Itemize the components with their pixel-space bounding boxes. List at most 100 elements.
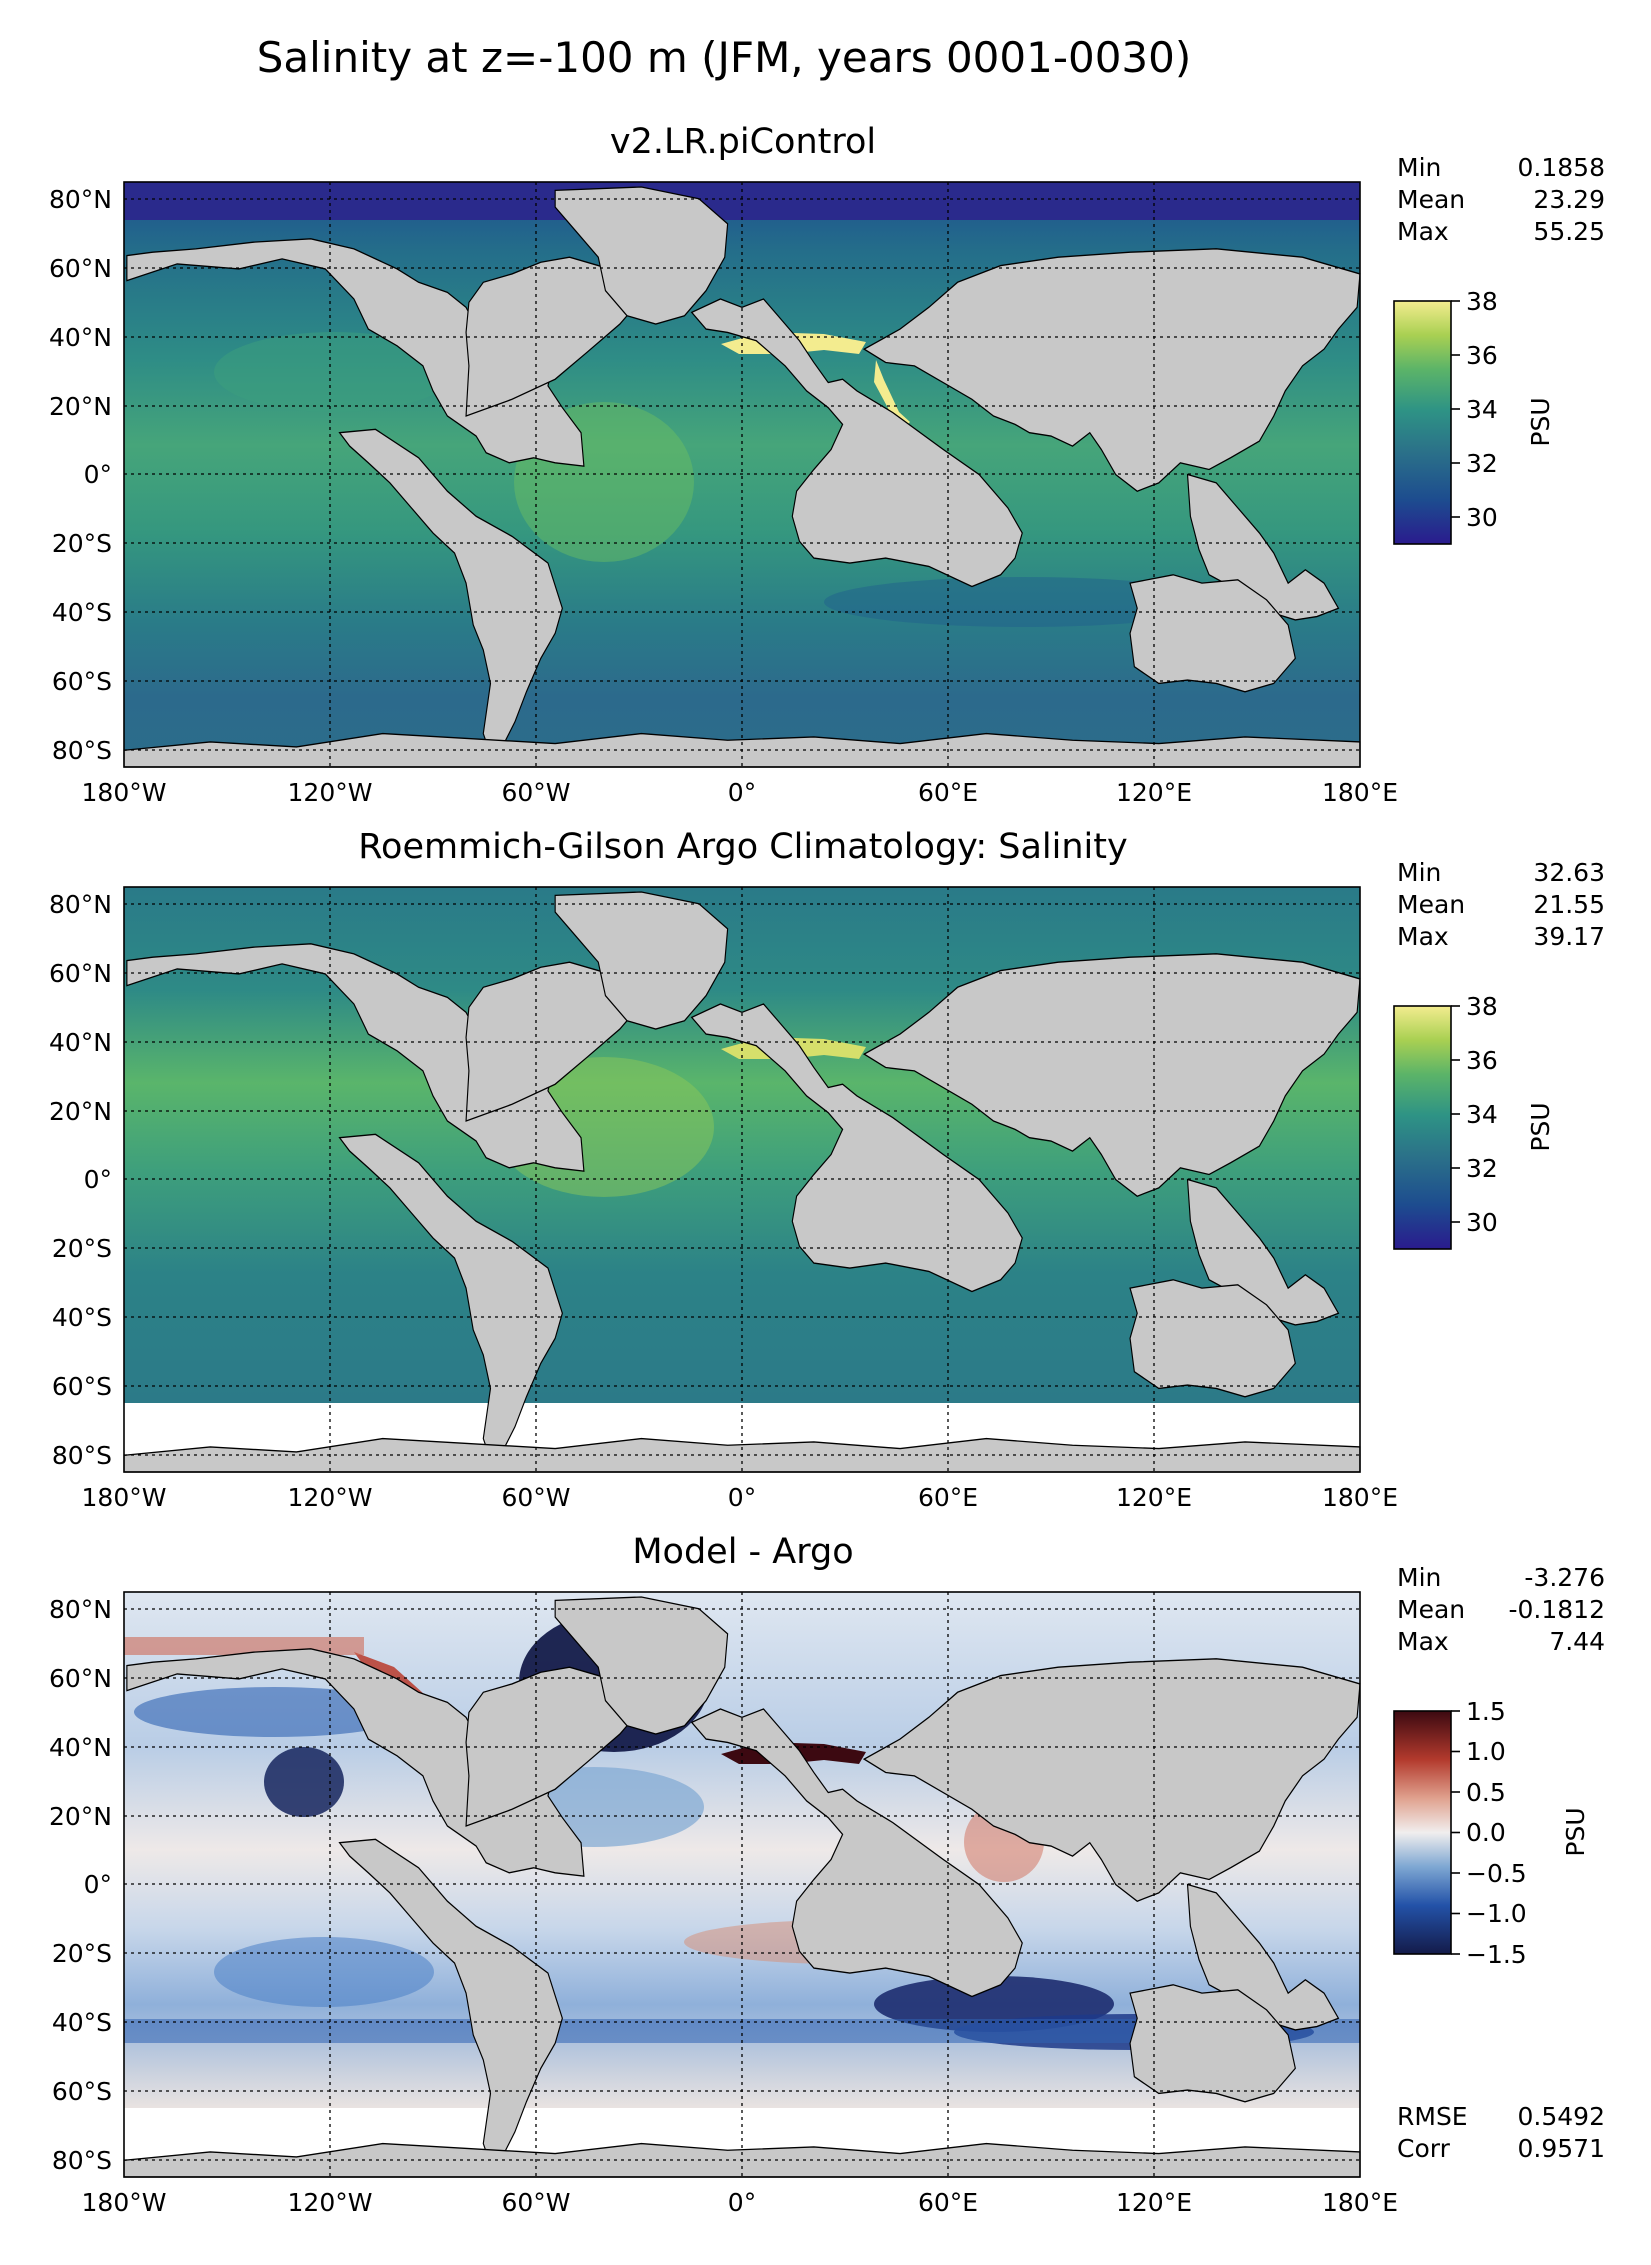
x-tick-label: 120°E (1116, 778, 1192, 807)
stat-value: 0.9571 (1518, 2134, 1605, 2163)
x-tick-label: 60°W (501, 778, 570, 807)
stat-value: 0.5492 (1518, 2102, 1605, 2131)
graticule-difference (124, 1592, 1360, 2177)
error-stats-difference: RMSE 0.5492 Corr 0.9571 (1397, 2102, 1605, 2163)
x-tick-label: 120°E (1116, 1483, 1192, 1512)
y-tick-label: 60°N (49, 254, 112, 283)
panel-title-difference: Model - Argo (632, 1532, 853, 1572)
y-tick-label: 80°N (49, 890, 112, 919)
x-tick-label: 180°E (1322, 778, 1398, 807)
y-tick-label: 40°S (52, 1303, 112, 1332)
stat-value: 23.29 (1533, 185, 1605, 214)
x-tick-label: 0° (728, 2188, 756, 2217)
y-tick-label: 80°S (52, 2146, 112, 2175)
y-tick-label: 60°N (49, 959, 112, 988)
colorbar-difference: 1.5 1.0 0.5 0.0 −0.5 −1.0 −1.5 PSU (1393, 1697, 1590, 1969)
colorbar-tick: 36 (1466, 1046, 1498, 1075)
y-tick-label: 0° (84, 460, 112, 489)
y-tick-label: 60°N (49, 1664, 112, 1693)
colorbar-tick: 1.5 (1466, 1697, 1506, 1726)
stat-value: -0.1812 (1509, 1595, 1606, 1624)
panel-difference: Model - Argo (49, 1532, 1605, 2217)
y-tick-label: 80°N (49, 185, 112, 214)
y-tick-label: 80°S (52, 1441, 112, 1470)
colorbar-tick: 38 (1466, 992, 1498, 1021)
red-sea-high-salinity (874, 360, 910, 430)
y-tick-label: 20°S (52, 1939, 112, 1968)
stat-label: Corr (1397, 2134, 1451, 2163)
stat-label: Mean (1397, 890, 1465, 919)
y-tick-label: 60°S (52, 2077, 112, 2106)
x-tick-label: 60°W (501, 2188, 570, 2217)
stats-argo: Min 32.63 Mean 21.55 Max 39.17 (1397, 858, 1605, 951)
panel-title-argo: Roemmich-Gilson Argo Climatology: Salini… (358, 827, 1127, 867)
x-tick-label: 180°W (82, 1483, 167, 1512)
colorbar-label: PSU (1526, 1102, 1555, 1151)
stat-label: Mean (1397, 1595, 1465, 1624)
x-tick-label: 0° (728, 778, 756, 807)
graticule-argo (124, 887, 1360, 1472)
figure-title: Salinity at z=-100 m (JFM, years 0001-00… (257, 33, 1192, 82)
x-tick-label: 120°W (288, 1483, 373, 1512)
colorbar-argo: 38 36 34 32 30 PSU (1393, 992, 1555, 1250)
stat-label: Min (1397, 1563, 1441, 1592)
stat-value: 7.44 (1549, 1627, 1605, 1656)
colorbar-tick: −1.5 (1466, 1940, 1527, 1969)
x-tick-label: 60°E (918, 1483, 978, 1512)
y-tick-label: 80°N (49, 1595, 112, 1624)
colorbar-tick: 0.5 (1466, 1778, 1506, 1807)
graticule-model (124, 182, 1360, 767)
colorbar-tick: −1.0 (1466, 1899, 1527, 1928)
y-axis-difference: 80°N 60°N 40°N 20°N 0° 20°S 40°S 60°S 80… (49, 1595, 112, 2175)
y-tick-label: 40°S (52, 2008, 112, 2037)
x-axis-difference: 180°W 120°W 60°W 0° 60°E 120°E 180°E (82, 2188, 1398, 2217)
y-tick-label: 20°N (49, 392, 112, 421)
stat-label: Max (1397, 217, 1449, 246)
colorbar-tick: 34 (1466, 1100, 1498, 1129)
y-axis-argo: 80°N 60°N 40°N 20°N 0° 20°S 40°S 60°S 80… (49, 890, 112, 1470)
panel-title-model: v2.LR.piControl (610, 122, 876, 162)
stat-label: Mean (1397, 185, 1465, 214)
stats-difference: Min -3.276 Mean -0.1812 Max 7.44 (1397, 1563, 1605, 1656)
stat-value: -3.276 (1524, 1563, 1605, 1592)
y-tick-label: 40°N (49, 323, 112, 352)
stat-value: 0.1858 (1518, 153, 1605, 182)
x-tick-label: 180°E (1322, 2188, 1398, 2217)
colorbar-tick: 30 (1466, 503, 1498, 532)
y-tick-label: 0° (84, 1870, 112, 1899)
stat-value: 39.17 (1533, 922, 1605, 951)
stats-model: Min 0.1858 Mean 23.29 Max 55.25 (1397, 153, 1605, 246)
x-tick-label: 180°W (82, 2188, 167, 2217)
stat-label: Max (1397, 1627, 1449, 1656)
stat-label: Min (1397, 858, 1441, 887)
y-tick-label: 0° (84, 1165, 112, 1194)
y-tick-label: 80°S (52, 736, 112, 765)
panel-model: v2.LR.piControl (49, 122, 1605, 807)
x-axis-model: 180°W 120°W 60°W 0° 60°E 120°E 180°E (82, 778, 1398, 807)
colorbar-tick: 30 (1466, 1208, 1498, 1237)
y-tick-label: 40°N (49, 1733, 112, 1762)
y-tick-label: 20°N (49, 1097, 112, 1126)
y-tick-label: 40°N (49, 1028, 112, 1057)
stat-value: 32.63 (1533, 858, 1605, 887)
y-axis-model: 80°N 60°N 40°N 20°N 0° 20°S 40°S 60°S 80… (49, 185, 112, 765)
x-tick-label: 180°W (82, 778, 167, 807)
colorbar-tick: 34 (1466, 395, 1498, 424)
x-tick-label: 120°W (288, 778, 373, 807)
y-tick-label: 60°S (52, 667, 112, 696)
colorbar-tick: 32 (1466, 449, 1498, 478)
y-tick-label: 40°S (52, 598, 112, 627)
stat-label: Min (1397, 153, 1441, 182)
x-tick-label: 180°E (1322, 1483, 1398, 1512)
arctic-field-model (124, 182, 1360, 220)
colorbar-tick: 1.0 (1466, 1737, 1506, 1766)
x-tick-label: 0° (728, 1483, 756, 1512)
stat-value: 21.55 (1533, 890, 1605, 919)
panel-argo: Roemmich-Gilson Argo Climatology: Salini… (49, 827, 1605, 1512)
y-tick-label: 20°S (52, 529, 112, 558)
x-tick-label: 60°W (501, 1483, 570, 1512)
stat-value: 55.25 (1533, 217, 1605, 246)
colorbar-label: PSU (1561, 1807, 1590, 1856)
y-tick-label: 60°S (52, 1372, 112, 1401)
